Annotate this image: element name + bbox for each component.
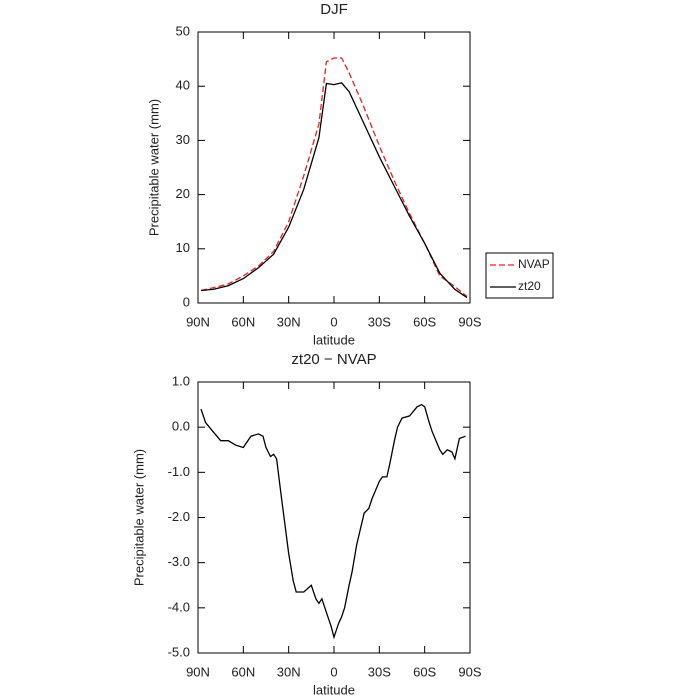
x-tick-label: 60S	[413, 314, 436, 329]
y-tick-label: 0	[183, 294, 190, 309]
y-tick-label: -4.0	[168, 599, 190, 614]
y-tick-label: 30	[176, 132, 190, 147]
legend-label: NVAP	[518, 257, 550, 271]
data-line	[200, 403, 466, 640]
x-tick-label: 30S	[368, 664, 391, 679]
x-tick-label: 30N	[277, 314, 301, 329]
x-tick-label: 90S	[458, 664, 481, 679]
y-tick-label: -5.0	[168, 644, 190, 659]
plot-frame	[197, 31, 471, 304]
x-axis-label: latitude	[313, 332, 355, 347]
x-tick-label: 30N	[277, 664, 301, 679]
x-tick-label: 60S	[413, 664, 436, 679]
x-tick-label: 60N	[231, 664, 255, 679]
x-tick-label: 90S	[458, 314, 481, 329]
data-line	[200, 82, 468, 299]
x-axis-label: latitude	[313, 682, 355, 697]
x-tick-label: 0	[330, 314, 337, 329]
chart-title: zt20 − NVAP	[291, 351, 376, 368]
y-tick-label: -3.0	[168, 554, 190, 569]
data-line	[200, 57, 468, 298]
y-tick-label: 20	[176, 186, 190, 201]
plot-frame	[197, 381, 471, 654]
x-tick-label: 90N	[186, 314, 210, 329]
legend-box	[485, 252, 554, 299]
y-axis-label: Precipitable water (mm)	[131, 449, 146, 586]
x-tick-label: 30S	[368, 314, 391, 329]
x-tick-label: 90N	[186, 664, 210, 679]
y-tick-label: 10	[176, 240, 190, 255]
chart-title: DJF	[320, 1, 348, 18]
y-tick-label: 1.0	[172, 373, 190, 388]
y-tick-label: 40	[176, 78, 190, 93]
y-axis-label: Precipitable water (mm)	[146, 99, 161, 236]
y-tick-label: -1.0	[168, 464, 190, 479]
legend-label: zt20	[518, 279, 541, 293]
x-tick-label: 0	[330, 664, 337, 679]
y-tick-label: 50	[176, 23, 190, 38]
x-tick-label: 60N	[231, 314, 255, 329]
y-tick-label: 0.0	[172, 419, 190, 434]
y-tick-label: -2.0	[168, 509, 190, 524]
